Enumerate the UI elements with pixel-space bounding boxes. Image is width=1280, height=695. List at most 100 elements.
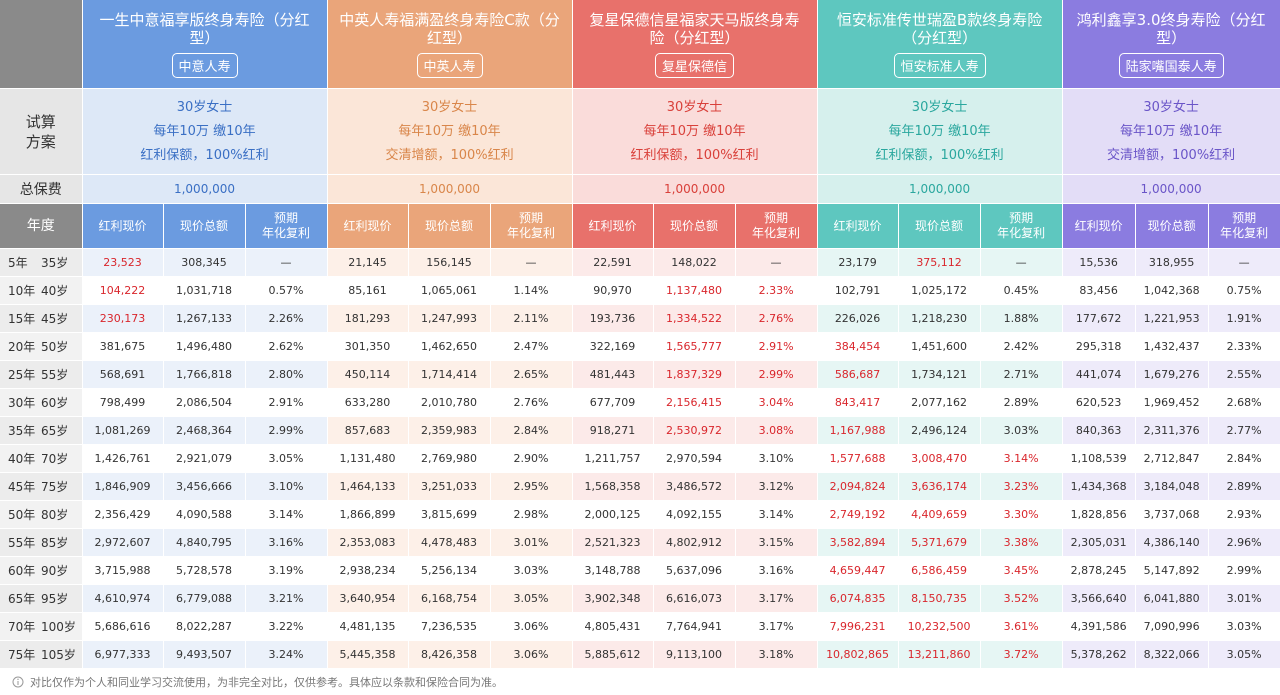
product-header: 复星保德信星福家天马版终身寿险（分红型） 复星保德信 <box>572 0 818 89</box>
sub-header-line: 预期 <box>764 211 789 225</box>
product-name: 一生中意福享版终身寿险（分红型） <box>99 10 310 47</box>
value-cell: 2.93% <box>1208 500 1280 529</box>
value-cell: 3.22% <box>245 612 328 641</box>
premium-label: 总保费 <box>0 174 83 204</box>
age: 95岁 <box>41 592 69 606</box>
value-cell: 1,496,480 <box>163 332 246 361</box>
value-cell: 1,131,480 <box>327 444 409 473</box>
value-cell: 2.71% <box>980 360 1063 389</box>
value-cell: 375,112 <box>898 248 981 277</box>
value-cell: 3.45% <box>980 556 1063 585</box>
value-cell: 2.80% <box>245 360 328 389</box>
age: 60岁 <box>41 396 69 410</box>
data-row: 50年 80岁 2,356,429 4,090,588 3.14% 1,866,899 3,… <box>0 500 1280 529</box>
value-cell: 6,586,459 <box>898 556 981 585</box>
value-cell: 102,791 <box>817 276 899 305</box>
plan-line: 30岁女士 <box>666 99 723 115</box>
year-cell: 70年 100岁 <box>0 612 83 641</box>
year-cell: 55年 85岁 <box>0 528 83 557</box>
value-cell: 2.62% <box>245 332 328 361</box>
value-cell: 1,565,777 <box>653 332 736 361</box>
data-row: 65年 95岁 4,610,974 6,779,088 3.21% 3,640,954 6,… <box>0 584 1280 613</box>
year-cell: 35年 65岁 <box>0 416 83 445</box>
sub-header-line: 预期 <box>519 211 544 225</box>
value-cell: 3.18% <box>735 640 818 669</box>
sub-header: 红利现价 <box>1062 203 1136 249</box>
sub-header: 预期 年化复利 <box>490 203 573 249</box>
value-cell: 3.14% <box>245 500 328 529</box>
value-cell: 2.76% <box>735 304 818 333</box>
product-header: 中英人寿福满盈终身寿险C款（分红型） 中英人寿 <box>327 0 573 89</box>
value-cell: 1.88% <box>980 304 1063 333</box>
value-cell: 481,443 <box>572 360 654 389</box>
value-cell: 83,456 <box>1062 276 1136 305</box>
value-cell: 5,885,612 <box>572 640 654 669</box>
year: 30年 <box>8 396 36 410</box>
plan-row: 试算 方案 30岁女士 每年10万 缴10年 红利保额，100%红利 30岁女士 每年10万… <box>0 88 1280 175</box>
value-cell: 2,353,083 <box>327 528 409 557</box>
value-cell: 5,256,134 <box>408 556 491 585</box>
value-cell: 2,468,364 <box>163 416 246 445</box>
value-cell: 6,041,880 <box>1135 584 1209 613</box>
value-cell: 1,211,757 <box>572 444 654 473</box>
year-cell: 40年 70岁 <box>0 444 83 473</box>
sub-header: 现价总额 <box>653 203 736 249</box>
product-header: 恒安标准传世瑞盈B款终身寿险（分红型） 恒安标准人寿 <box>817 0 1063 89</box>
company-tag: 陆家嘴国泰人寿 <box>1118 52 1224 78</box>
value-cell: 7,996,231 <box>817 612 899 641</box>
premium-value: 1,000,000 <box>817 174 1063 204</box>
value-cell: 2.99% <box>1208 556 1280 585</box>
product-name: 恒安标准传世瑞盈B款终身寿险（分红型） <box>836 10 1043 47</box>
value-cell: 226,026 <box>817 304 899 333</box>
sub-header: 红利现价 <box>82 203 164 249</box>
value-cell: 2.91% <box>245 388 328 417</box>
value-cell: 2,077,162 <box>898 388 981 417</box>
age: 85岁 <box>41 536 69 550</box>
value-cell: 3.38% <box>980 528 1063 557</box>
year: 75年 <box>8 648 36 662</box>
value-cell: 4,478,483 <box>408 528 491 557</box>
value-cell: 2,938,234 <box>327 556 409 585</box>
value-cell: 1,577,688 <box>817 444 899 473</box>
value-cell: 6,168,754 <box>408 584 491 613</box>
value-cell: — <box>490 248 573 277</box>
year: 25年 <box>8 368 36 382</box>
age: 100岁 <box>41 620 76 634</box>
value-cell: 3.03% <box>1208 612 1280 641</box>
year: 10年 <box>8 284 36 298</box>
value-cell: 4,391,586 <box>1062 612 1136 641</box>
value-cell: 2.99% <box>735 360 818 389</box>
value-cell: 1,432,437 <box>1135 332 1209 361</box>
age: 70岁 <box>41 452 69 466</box>
value-cell: 1,221,953 <box>1135 304 1209 333</box>
plan-line: 交清增额，100%红利 <box>1107 147 1236 163</box>
product-header: 鸿利鑫享3.0终身寿险（分红型） 陆家嘴国泰人寿 <box>1062 0 1280 89</box>
sub-header-line: 年化复利 <box>1220 226 1269 240</box>
plan-line: 红利保额，100%红利 <box>875 147 1004 163</box>
value-cell: 3,636,174 <box>898 472 981 501</box>
value-cell: 10,802,865 <box>817 640 899 669</box>
value-cell: 586,687 <box>817 360 899 389</box>
year-cell: 25年 55岁 <box>0 360 83 389</box>
sub-header: 红利现价 <box>572 203 654 249</box>
value-cell: 4,409,659 <box>898 500 981 529</box>
value-cell: 2,156,415 <box>653 388 736 417</box>
value-cell: 2,878,245 <box>1062 556 1136 585</box>
company-tag: 中意人寿 <box>171 52 238 78</box>
sub-header: 预期 年化复利 <box>980 203 1063 249</box>
data-row: 70年 100岁 5,686,616 8,022,287 3.22% 4,481,135 7… <box>0 612 1280 641</box>
value-cell: — <box>980 248 1063 277</box>
value-cell: 2.89% <box>980 388 1063 417</box>
value-cell: 3.17% <box>735 584 818 613</box>
value-cell: 3.01% <box>490 528 573 557</box>
value-cell: 1,714,414 <box>408 360 491 389</box>
value-cell: 230,173 <box>82 304 164 333</box>
value-cell: 308,345 <box>163 248 246 277</box>
value-cell: 85,161 <box>327 276 409 305</box>
plan-line: 红利保额，100%红利 <box>140 147 269 163</box>
value-cell: 3.01% <box>1208 584 1280 613</box>
value-cell: 3.15% <box>735 528 818 557</box>
plan-cell: 30岁女士 每年10万 缴10年 红利保额，100%红利 <box>817 88 1063 175</box>
value-cell: 2,359,983 <box>408 416 491 445</box>
premium-value: 1,000,000 <box>327 174 573 204</box>
